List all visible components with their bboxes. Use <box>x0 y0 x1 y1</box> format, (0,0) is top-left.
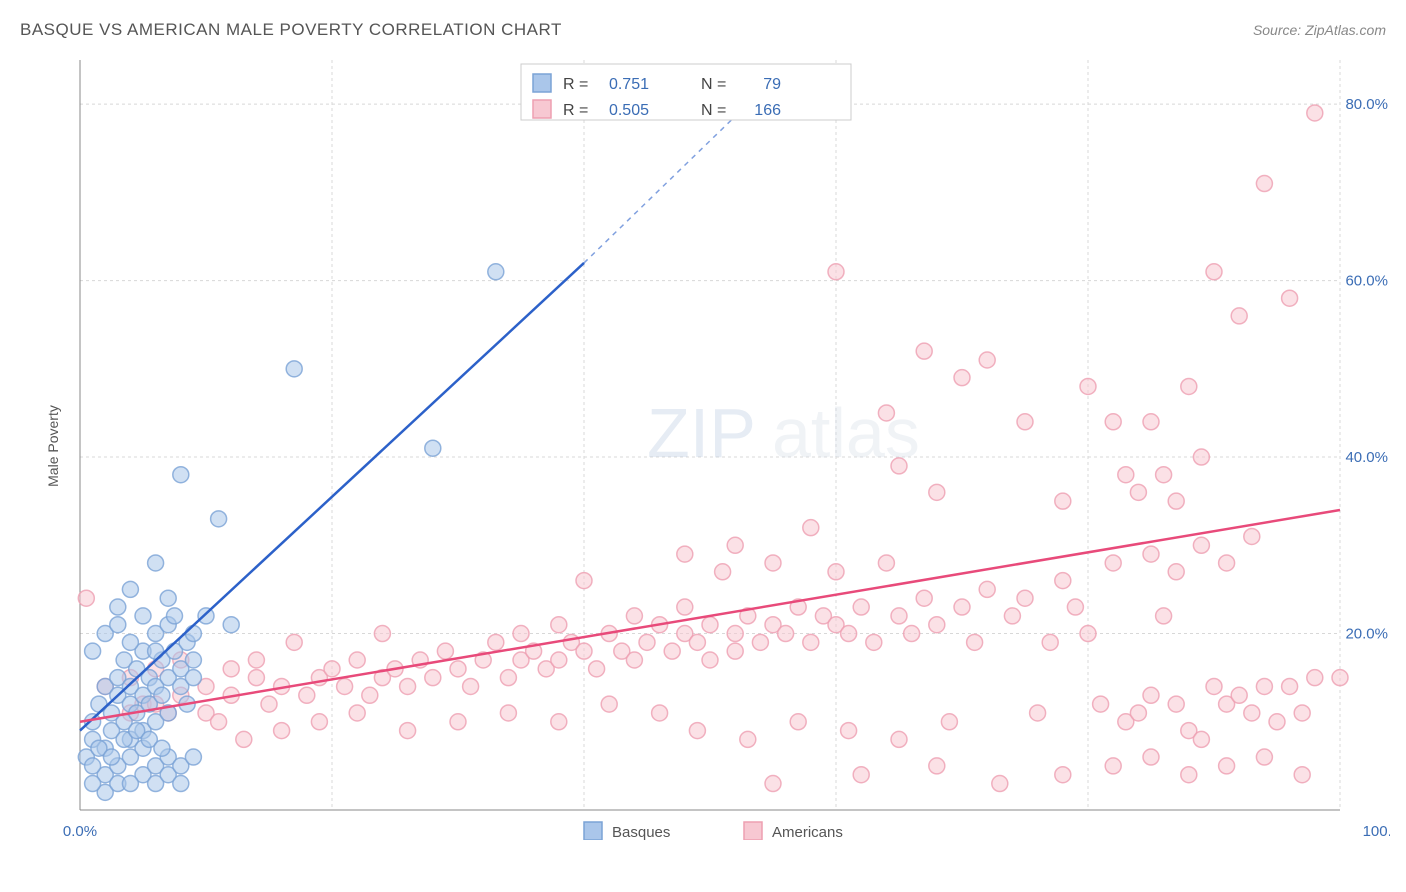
svg-text:60.0%: 60.0% <box>1345 273 1388 290</box>
svg-text:166: 166 <box>754 102 781 119</box>
svg-text:40.0%: 40.0% <box>1345 449 1388 466</box>
svg-text:0.751: 0.751 <box>609 76 649 93</box>
svg-text:N =: N = <box>701 76 726 93</box>
svg-text:R =: R = <box>563 76 588 93</box>
svg-text:R =: R = <box>563 102 588 119</box>
svg-text:79: 79 <box>763 76 781 93</box>
svg-text:80.0%: 80.0% <box>1345 96 1388 113</box>
svg-text:0.505: 0.505 <box>609 102 649 119</box>
svg-text:100.0%: 100.0% <box>1363 823 1390 840</box>
svg-text:Americans: Americans <box>772 824 843 840</box>
svg-text:0.0%: 0.0% <box>63 823 97 840</box>
chart-container: ZIPatlas20.0%40.0%60.0%80.0%0.0%100.0%R … <box>50 50 1390 840</box>
chart-title: BASQUE VS AMERICAN MALE POVERTY CORRELAT… <box>20 20 562 40</box>
svg-text:Basques: Basques <box>612 824 670 840</box>
scatter-chart: ZIPatlas20.0%40.0%60.0%80.0%0.0%100.0%R … <box>50 50 1390 840</box>
source-credit: Source: ZipAtlas.com <box>1253 22 1386 38</box>
svg-text:ZIP: ZIP <box>647 394 756 472</box>
svg-text:N =: N = <box>701 102 726 119</box>
svg-text:20.0%: 20.0% <box>1345 626 1388 643</box>
